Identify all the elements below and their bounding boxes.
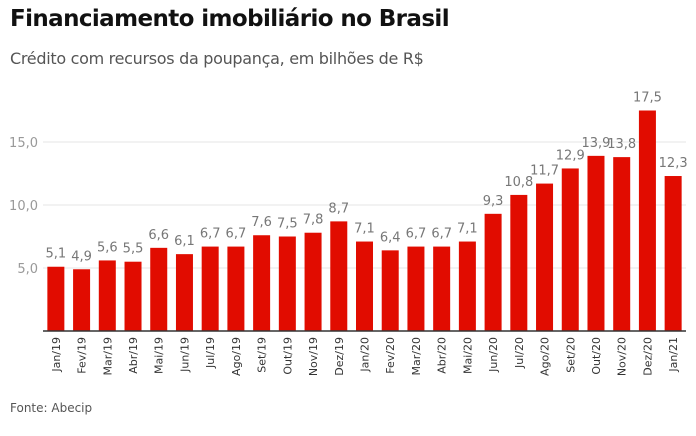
x-tick-label: Abr/20 bbox=[436, 337, 449, 374]
bar-jun-20 bbox=[484, 213, 502, 331]
x-tick-label: Ago/19 bbox=[230, 337, 243, 376]
x-tick-label: Set/20 bbox=[564, 337, 577, 373]
value-label: 7,6 bbox=[251, 215, 272, 230]
x-tick-label: Mai/19 bbox=[153, 337, 166, 374]
x-tick-label: Set/19 bbox=[256, 337, 269, 373]
value-label: 9,3 bbox=[483, 194, 504, 209]
value-label: 6,7 bbox=[431, 227, 452, 242]
value-label: 11,7 bbox=[530, 164, 559, 179]
x-tick-label: Jun/19 bbox=[178, 337, 191, 373]
value-label: 6,6 bbox=[148, 228, 169, 243]
x-tick-label: Jan/19 bbox=[50, 337, 63, 373]
bar-mai-20 bbox=[458, 241, 476, 331]
x-tick-label: Nov/20 bbox=[616, 337, 629, 376]
bar-out-19 bbox=[278, 236, 296, 331]
bar-jul-19 bbox=[201, 246, 219, 331]
value-label: 10,8 bbox=[504, 175, 533, 190]
y-tick-label: 15,0 bbox=[9, 136, 38, 151]
value-label: 6,4 bbox=[380, 230, 401, 245]
value-label: 6,7 bbox=[200, 227, 221, 242]
bar-jun-19 bbox=[175, 254, 193, 331]
value-label: 7,1 bbox=[457, 222, 478, 237]
bar-nov-20 bbox=[613, 157, 631, 331]
value-label: 7,1 bbox=[354, 222, 375, 237]
x-axis-ticks: Jan/19 Fev/19 Mar/19 Abr/19 Mai/19 Jun/19 Jul/… bbox=[50, 337, 680, 376]
value-label: 12,9 bbox=[556, 148, 585, 163]
source-note: Fonte: Abecip bbox=[10, 401, 93, 415]
value-label: 6,7 bbox=[226, 227, 247, 242]
bar-jan-21 bbox=[664, 176, 682, 331]
x-tick-label: Nov/19 bbox=[307, 337, 320, 376]
value-label: 5,5 bbox=[123, 242, 144, 257]
x-tick-label: Ago/20 bbox=[539, 337, 552, 376]
y-tick-label: 5,0 bbox=[17, 262, 38, 277]
value-label: 12,3 bbox=[659, 156, 688, 171]
x-tick-label: Out/19 bbox=[281, 337, 294, 375]
x-tick-label: Jul/20 bbox=[513, 337, 526, 369]
chart-subtitle: Crédito com recursos da poupança, em bil… bbox=[10, 49, 424, 68]
value-label: 6,1 bbox=[174, 234, 195, 249]
x-tick-label: Mai/20 bbox=[461, 337, 474, 374]
bar-out-20 bbox=[587, 155, 605, 331]
x-tick-label: Fev/19 bbox=[76, 337, 89, 374]
y-axis-ticks: 5,0 10,0 15,0 bbox=[9, 136, 38, 277]
x-tick-label: Dez/20 bbox=[641, 337, 654, 376]
value-label: 13,9 bbox=[582, 136, 611, 151]
x-tick-label: Jun/20 bbox=[487, 337, 500, 373]
x-tick-label: Mar/20 bbox=[410, 337, 423, 375]
bar-dez-19 bbox=[330, 221, 348, 331]
bars bbox=[47, 110, 682, 331]
value-label: 6,7 bbox=[406, 227, 427, 242]
value-labels: 5,1 4,9 5,6 5,5 6,6 6,1 6,7 6,7 7,6 7,5 7,8 8,7 7,1 6… bbox=[46, 91, 688, 265]
bar-fev-19 bbox=[73, 269, 91, 331]
value-label: 7,8 bbox=[303, 213, 324, 228]
bar-fev-20 bbox=[381, 250, 399, 331]
value-label: 8,7 bbox=[328, 201, 349, 216]
value-label: 13,8 bbox=[607, 137, 636, 152]
bar-mai-19 bbox=[150, 247, 168, 331]
bar-dez-20 bbox=[638, 110, 656, 331]
bar-abr-20 bbox=[433, 246, 451, 331]
x-tick-label: Abr/19 bbox=[127, 337, 140, 374]
bar-abr-19 bbox=[124, 261, 142, 331]
bar-set-19 bbox=[253, 235, 271, 331]
chart-title: Financiamento imobiliário no Brasil bbox=[10, 6, 450, 32]
bar-mar-20 bbox=[407, 246, 425, 331]
bar-jan-19 bbox=[47, 266, 65, 331]
value-label: 5,6 bbox=[97, 240, 118, 255]
bar-ago-20 bbox=[536, 183, 554, 331]
value-label: 4,9 bbox=[71, 249, 92, 264]
x-tick-label: Dez/19 bbox=[333, 337, 346, 376]
value-label: 17,5 bbox=[633, 91, 662, 106]
y-tick-label: 10,0 bbox=[9, 199, 38, 214]
bar-ago-19 bbox=[227, 246, 245, 331]
x-tick-label: Fev/20 bbox=[384, 337, 397, 374]
bar-set-20 bbox=[561, 168, 579, 331]
bar-nov-19 bbox=[304, 232, 322, 331]
value-label: 7,5 bbox=[277, 217, 298, 232]
x-tick-label: Mar/19 bbox=[101, 337, 114, 375]
x-tick-label: Jan/20 bbox=[359, 337, 372, 373]
bar-jul-20 bbox=[510, 194, 528, 331]
x-tick-label: Jan/21 bbox=[667, 337, 680, 373]
x-tick-label: Out/20 bbox=[590, 337, 603, 375]
x-tick-label: Jul/19 bbox=[204, 337, 217, 369]
bar-jan-20 bbox=[356, 241, 373, 331]
value-label: 5,1 bbox=[46, 247, 67, 262]
bar-mar-19 bbox=[98, 260, 116, 331]
